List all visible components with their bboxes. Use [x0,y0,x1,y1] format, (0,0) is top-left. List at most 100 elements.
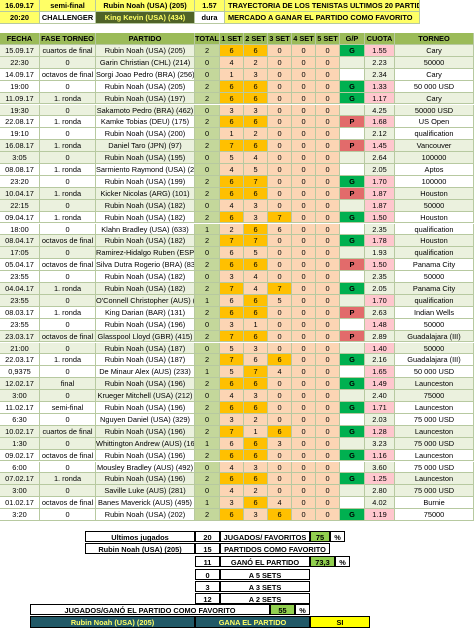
set-1: 6 [220,116,244,129]
total-sets: 2 [195,402,220,414]
column-header: 5 SET [316,33,340,45]
top-cell: 20:20 [0,12,40,24]
date: 11.02.17 [0,402,40,414]
phase: octavos de final [40,497,96,510]
result [340,104,365,117]
date: 22.03.17 [0,354,40,367]
player: Daniel Taro (JPN) (97) [96,140,195,153]
date: 18:00 [0,223,40,236]
set-3: 0 [268,175,292,188]
odds: 1.48 [365,318,395,331]
set-4: 0 [292,354,316,367]
set-3: 0 [268,128,292,141]
player: Rubin Noah (USA) (196) [96,402,195,414]
summary-played-label: Ultimos jugados [85,531,195,542]
odds: 4.25 [365,104,395,117]
result: P [340,306,365,319]
phase: octavos de final [40,68,96,81]
date: 3:00 [0,485,40,498]
set-1: 5 [220,342,244,355]
phase: 0 [40,104,96,117]
set-2: 7 [244,235,268,248]
set-2: 6 [244,140,268,153]
result [340,128,365,141]
tournament: Houston [395,187,474,200]
set-5: 0 [316,485,340,498]
set-1: 2 [220,223,244,236]
set-2: 3 [244,211,268,224]
summary-fav: 15 [195,543,220,554]
column-header: TOTAL SET [195,33,220,45]
set-4: 0 [292,92,316,105]
player: Klahn Bradley (USA) (633) [96,223,195,236]
set-5: 0 [316,509,340,521]
set-5: 0 [316,164,340,176]
set-4: 0 [292,68,316,81]
odds: 3.60 [365,461,395,474]
total-sets: 1 [195,366,220,379]
set-2: 6 [244,80,268,93]
player: Krueger Mitchell (USA) (212) [96,390,195,402]
set-1: 7 [220,330,244,343]
result: G [340,211,365,224]
set-2: 1 [244,425,268,438]
total-sets: 0 [195,342,220,355]
column-header: G/P [340,33,365,45]
set-2: 6 [244,306,268,319]
column-header: FASE TORNEO [40,33,96,45]
total-sets: 2 [195,235,220,248]
summary-two-label: A 2 SETS [220,593,310,604]
total-sets: 0 [195,413,220,426]
odds: 1.71 [365,402,395,414]
tournament: 100000 [395,152,474,164]
total-sets: 2 [195,473,220,486]
set-3: 0 [268,413,292,426]
player: Rubin Noah (USA) (196) [96,318,195,331]
tournament: Launceston [395,473,474,486]
set-5: 0 [316,378,340,391]
set-2: 6 [244,378,268,391]
set-4: 0 [292,306,316,319]
set-1: 6 [220,509,244,521]
top-cell: 1.57 [195,0,225,12]
set-3: 4 [268,366,292,379]
date: 23:55 [0,271,40,283]
phase: cuartos de final [40,45,96,57]
result [340,497,365,510]
set-5: 0 [316,140,340,153]
odds: 2.16 [365,354,395,367]
set-2: 1 [244,318,268,331]
phase: 0 [40,56,96,69]
tournament: Launceston [395,402,474,414]
set-2: 6 [244,116,268,129]
set-5: 0 [316,211,340,224]
total-sets: 0 [195,152,220,164]
date: 23:55 [0,318,40,331]
set-4: 0 [292,330,316,343]
odds: 1.68 [365,116,395,129]
set-3: 0 [268,187,292,200]
total-sets: 2 [195,354,220,367]
column-header: 3 SET [268,33,292,45]
top-cell: CHALLENGER [40,12,96,24]
set-5: 0 [316,116,340,129]
set-3: 0 [268,104,292,117]
odds: 1.78 [365,235,395,248]
set-5: 0 [316,247,340,260]
tournament: 100000 [395,175,474,188]
set-2: 3 [244,509,268,521]
tournament: 75 000 USD [395,437,474,450]
player: Saville Luke (AUS) (281) [96,485,195,498]
set-1: 6 [220,187,244,200]
summary-won-label: GANÓ EL PARTIDO [220,556,310,567]
set-4: 0 [292,128,316,141]
phase: 0 [40,390,96,402]
set-5: 0 [316,175,340,188]
player: Banes Maverick (AUS) (495) [96,497,195,510]
result [340,152,365,164]
set-1: 6 [220,306,244,319]
total-sets: 0 [195,461,220,474]
phase: 0 [40,271,96,283]
date: 17:05 [0,247,40,260]
odds: 2.05 [365,283,395,295]
